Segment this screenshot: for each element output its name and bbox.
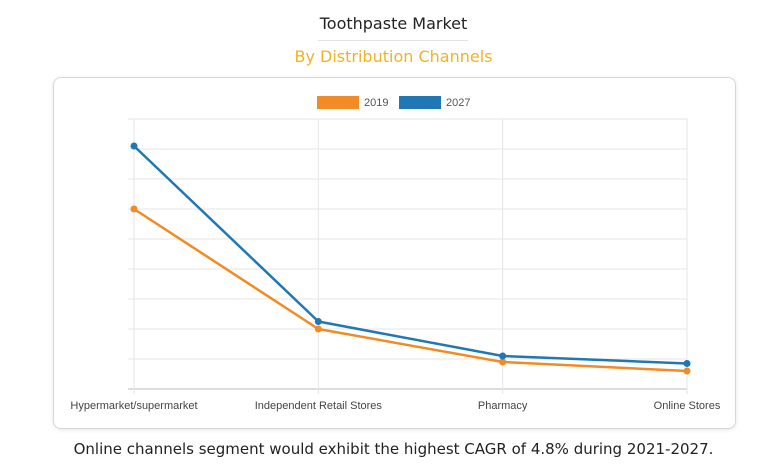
chart-title: Toothpaste Market [319,14,468,33]
data-point-2019 [499,358,507,366]
series-line-2027 [133,145,688,365]
data-point-2027 [130,142,138,150]
legend-label-2027: 2027 [446,97,470,109]
data-point-2019 [683,367,691,375]
data-point-2019 [130,205,138,213]
series-line-2019 [133,207,688,373]
chart-subtitle: By Distribution Channels [294,47,493,66]
legend-label-2019: 2019 [364,97,388,109]
x-tick-label: Online Stores [654,400,721,412]
title-divider [318,40,468,41]
legend-swatch-2027 [399,96,441,109]
data-point-2027 [314,318,322,325]
legend-swatch-2019 [317,96,359,109]
chart-caption: Online channels segment would exhibit th… [73,440,714,458]
data-point-2019 [314,325,322,333]
x-tick-label: Pharmacy [478,400,528,412]
x-tick-label: Hypermarket/supermarket [70,400,197,412]
data-point-2027 [683,360,691,367]
data-point-2027 [499,352,507,360]
x-tick-label: Independent Retail Stores [255,400,383,412]
line-chart: Hypermarket/supermarket Independent Retai… [70,96,721,412]
chart-card: Hypermarket/supermarket Independent Retai… [53,77,736,429]
